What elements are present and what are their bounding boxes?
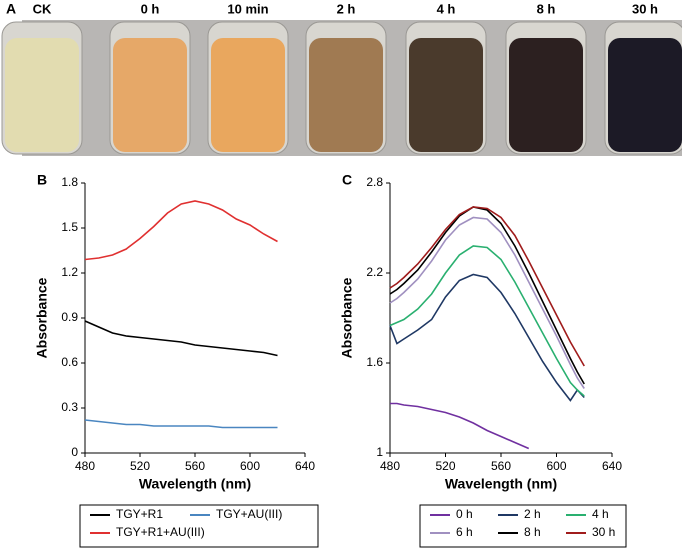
tube-liquid: [509, 38, 583, 152]
y-tick-label: 0.3: [61, 400, 78, 414]
legend-label: 30 h: [592, 525, 615, 539]
tube-liquid: [608, 38, 682, 152]
y-axis-title: Absorbance: [34, 277, 50, 358]
series-line: [84, 320, 278, 357]
series-line: [389, 206, 585, 385]
x-tick-label: 640: [602, 459, 622, 473]
x-tick-label: 480: [380, 459, 400, 473]
panel-label: C: [342, 172, 352, 188]
legend-box: [419, 504, 627, 548]
legend-box: [79, 504, 319, 548]
legend-label: TGY+R1+AU(III): [116, 525, 205, 539]
panel-label: B: [37, 172, 47, 188]
x-tick-label: 600: [240, 459, 260, 473]
tube-liquid: [113, 38, 187, 152]
x-tick-label: 520: [435, 459, 455, 473]
y-tick-label: 2.2: [366, 265, 383, 279]
legend-label: TGY+R1: [116, 507, 163, 521]
sample-label: CK: [33, 1, 52, 16]
x-tick-label: 640: [295, 459, 315, 473]
series-line: [389, 216, 585, 389]
series-line: [84, 200, 278, 261]
y-tick-label: 1: [376, 445, 383, 459]
sample-label: 8 h: [537, 1, 556, 16]
x-axis-title: Wavelength (nm): [139, 476, 251, 492]
series-line: [389, 206, 585, 367]
y-tick-label: 1.8: [61, 175, 78, 189]
x-tick-label: 560: [185, 459, 205, 473]
y-tick-label: 0.6: [61, 355, 78, 369]
y-tick-label: 1.2: [61, 265, 78, 279]
sample-label: 10 min: [227, 1, 268, 16]
y-tick-label: 0.9: [61, 310, 78, 324]
y-axis-title: Absorbance: [339, 277, 355, 358]
legend-label: 0 h: [456, 507, 473, 521]
y-tick-label: 2.8: [366, 175, 383, 189]
sample-label: 4 h: [437, 1, 456, 16]
sample-label: 2 h: [337, 1, 356, 16]
panel-label: A: [6, 1, 16, 17]
sample-label: 0 h: [141, 1, 160, 16]
y-tick-label: 0: [71, 445, 78, 459]
series-line: [389, 273, 585, 402]
legend-label: 6 h: [456, 525, 473, 539]
series-line: [389, 245, 585, 397]
y-tick-label: 1.5: [61, 220, 78, 234]
x-tick-label: 560: [491, 459, 511, 473]
x-tick-label: 480: [75, 459, 95, 473]
y-tick-label: 1.6: [366, 355, 383, 369]
tube-liquid: [211, 38, 285, 152]
legend-label: 4 h: [592, 507, 609, 521]
series-line: [84, 419, 278, 429]
tube-liquid: [5, 38, 79, 152]
x-tick-label: 600: [546, 459, 566, 473]
series-line: [390, 402, 530, 450]
x-tick-label: 520: [130, 459, 150, 473]
x-axis-title: Wavelength (nm): [445, 476, 557, 492]
tube-liquid: [309, 38, 383, 152]
legend-label: TGY+AU(III): [216, 507, 282, 521]
legend-label: 8 h: [524, 525, 541, 539]
legend-label: 2 h: [524, 507, 541, 521]
sample-label: 30 h: [632, 1, 658, 16]
tube-liquid: [409, 38, 483, 152]
